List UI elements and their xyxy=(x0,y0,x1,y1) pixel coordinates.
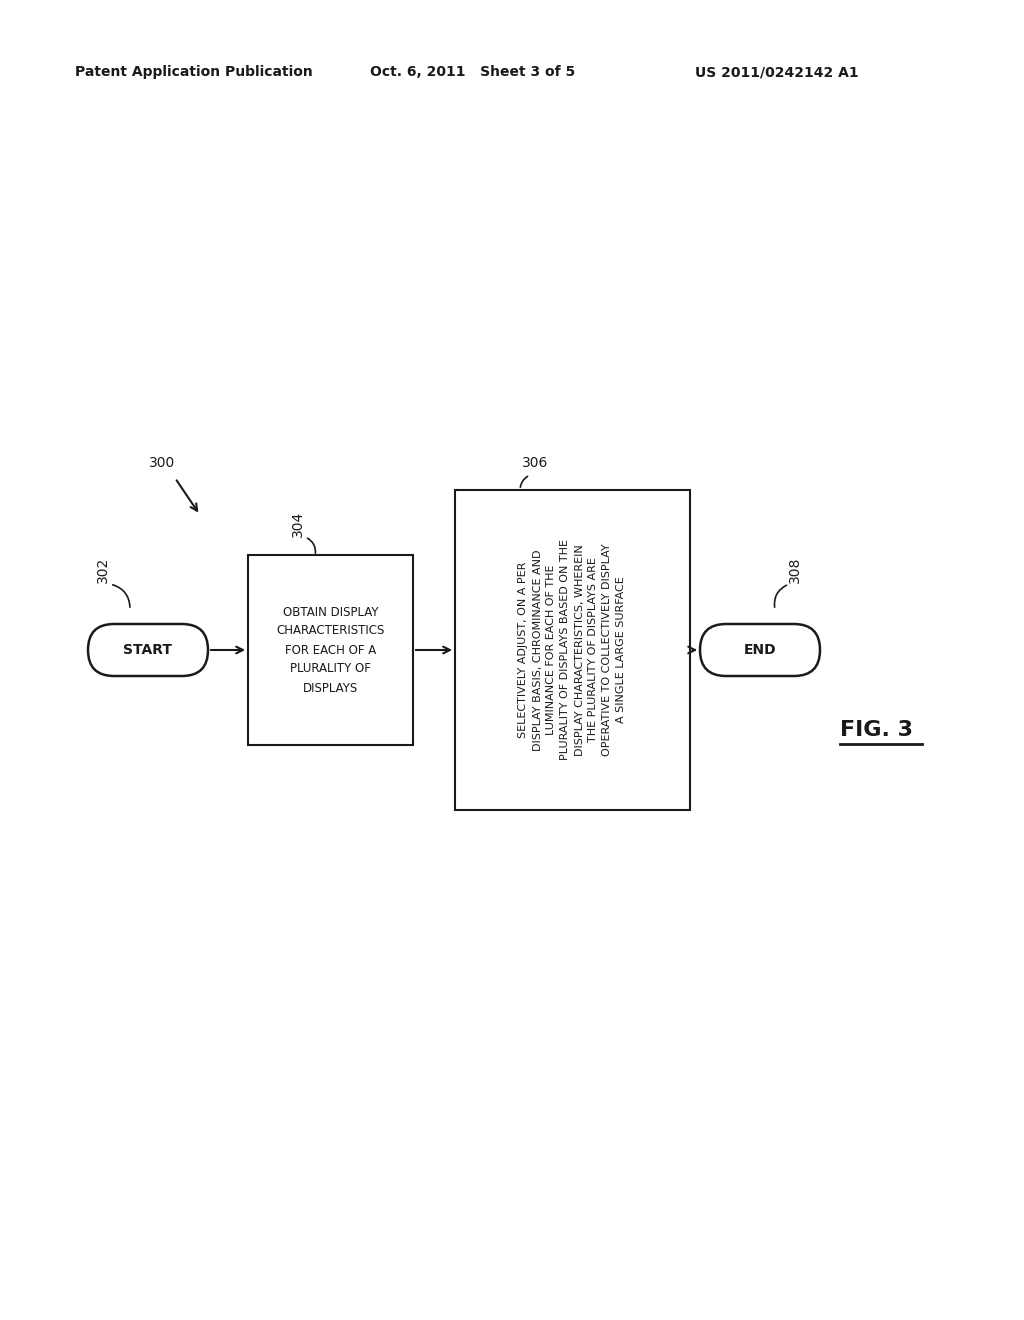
FancyArrowPatch shape xyxy=(520,477,527,487)
Bar xyxy=(248,554,413,744)
Text: 306: 306 xyxy=(522,455,548,470)
Text: OBTAIN DISPLAY
CHARACTERISTICS
FOR EACH OF A
PLURALITY OF
DISPLAYS: OBTAIN DISPLAY CHARACTERISTICS FOR EACH … xyxy=(276,606,385,694)
Text: SELECTIVELY ADJUST, ON A PER
DISPLAY BASIS, CHROMINANCE AND
LUMINANCE FOR EACH O: SELECTIVELY ADJUST, ON A PER DISPLAY BAS… xyxy=(518,540,627,760)
FancyBboxPatch shape xyxy=(700,624,820,676)
Text: START: START xyxy=(124,643,172,657)
Bar xyxy=(455,490,690,810)
Text: 304: 304 xyxy=(291,511,305,537)
Text: END: END xyxy=(743,643,776,657)
Text: Patent Application Publication: Patent Application Publication xyxy=(75,65,312,79)
Text: Oct. 6, 2011   Sheet 3 of 5: Oct. 6, 2011 Sheet 3 of 5 xyxy=(370,65,575,79)
Text: 300: 300 xyxy=(148,455,175,470)
FancyBboxPatch shape xyxy=(88,624,208,676)
Text: FIG. 3: FIG. 3 xyxy=(840,719,913,741)
Text: 302: 302 xyxy=(96,557,110,583)
FancyArrowPatch shape xyxy=(774,585,786,607)
Text: 308: 308 xyxy=(788,557,802,583)
Text: US 2011/0242142 A1: US 2011/0242142 A1 xyxy=(695,65,859,79)
FancyArrowPatch shape xyxy=(307,539,315,553)
FancyArrowPatch shape xyxy=(113,585,130,607)
